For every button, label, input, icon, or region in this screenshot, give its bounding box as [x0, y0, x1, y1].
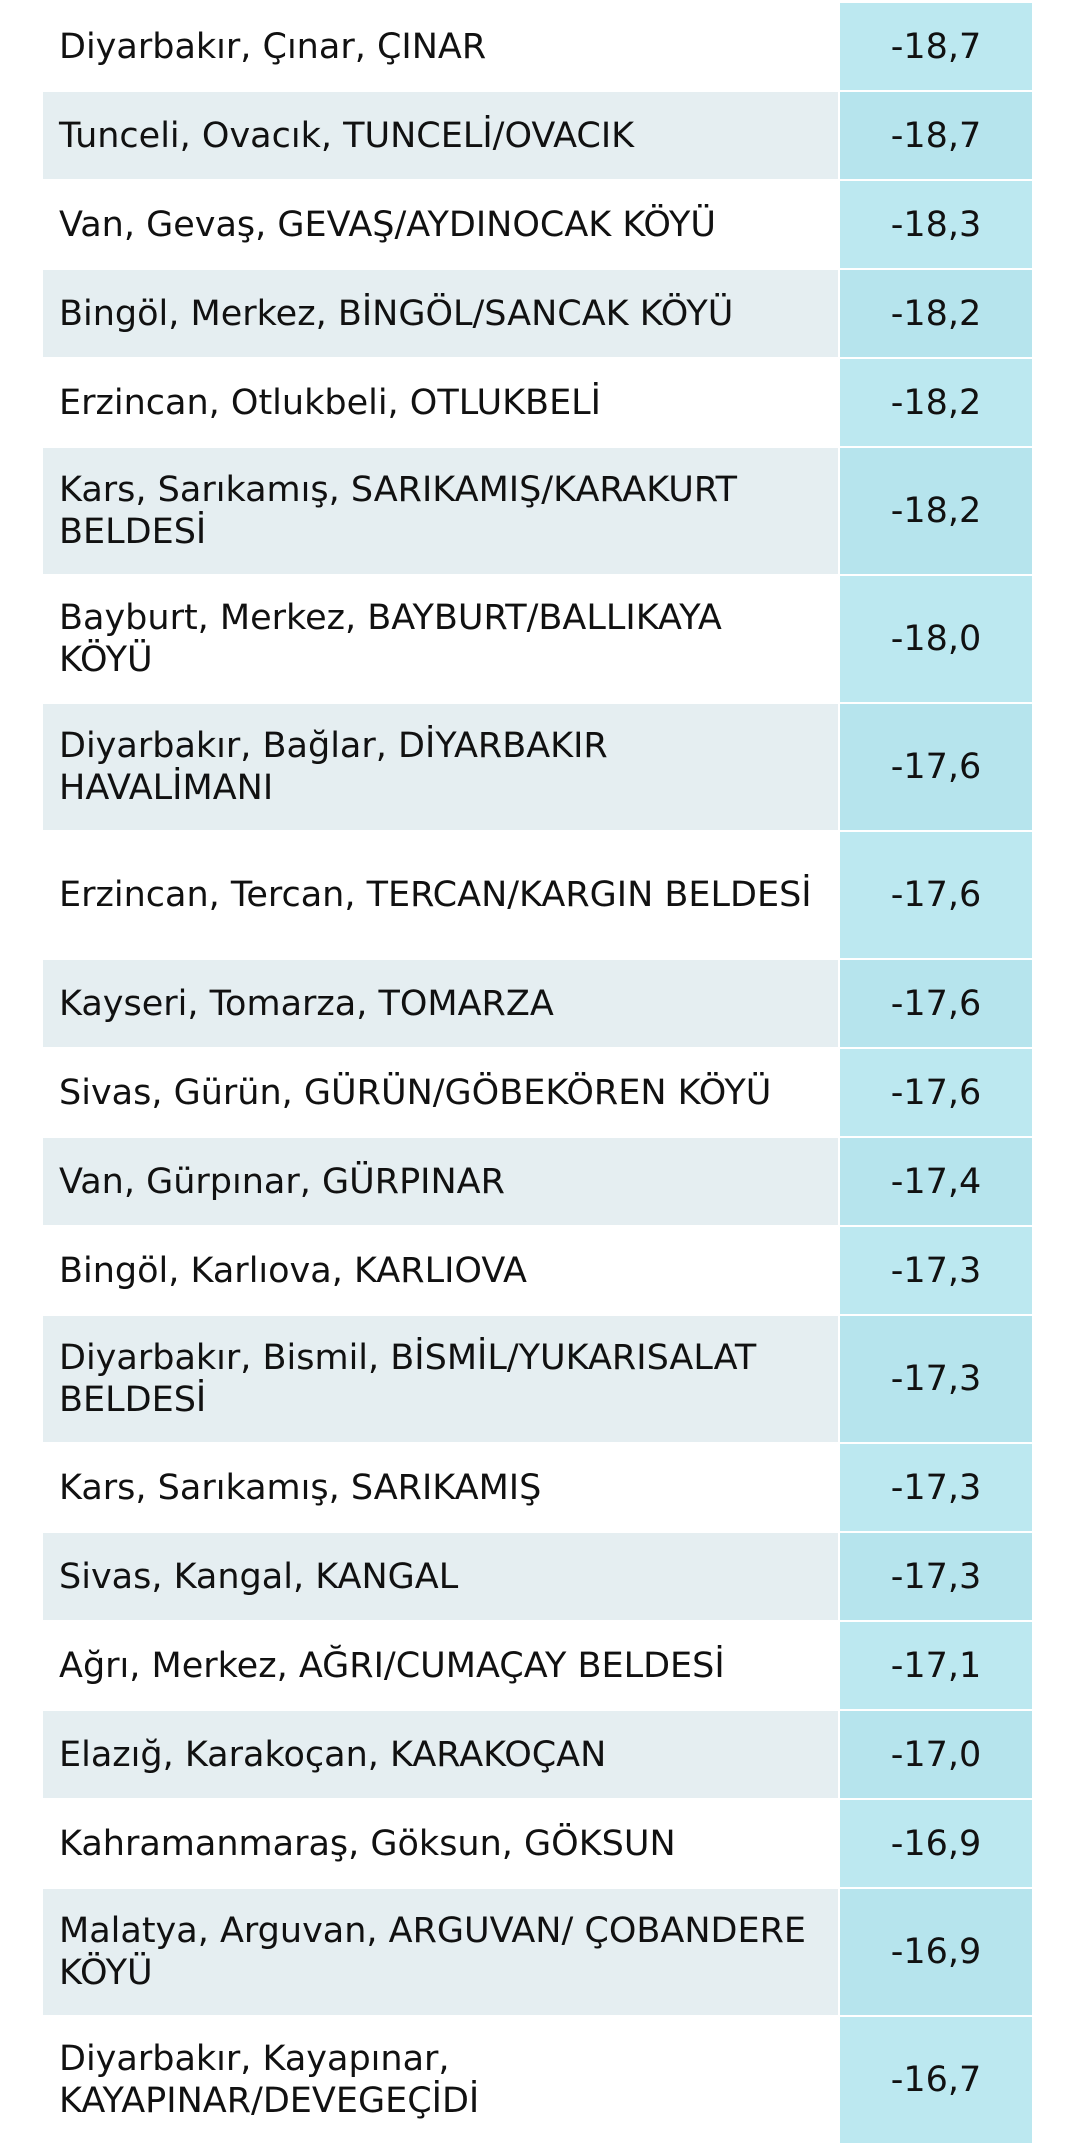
table-container: Diyarbakır, Çınar, ÇINAR -18,7 Tunceli, Ov…: [41, 1, 1034, 2145]
location-cell: Diyarbakır, Kayapınar, KAYAPINAR/DEVEGEÇ…: [41, 2015, 840, 2145]
temperature-cell: -17,6: [838, 958, 1034, 1049]
location-cell: Kayseri, Tomarza, TOMARZA: [41, 958, 840, 1049]
table-row: Kars, Sarıkamış, SARIKAMIŞ/KARAKURT BELD…: [41, 446, 1034, 576]
temperature-cell: -18,2: [838, 446, 1034, 576]
temperature-cell: -18,2: [838, 268, 1034, 359]
table-row: Sivas, Gürün, GÜRÜN/GÖBEKÖREN KÖYÜ -17,6: [41, 1047, 1034, 1138]
temperature-cell: -17,3: [838, 1531, 1034, 1622]
table-row: Diyarbakır, Kayapınar, KAYAPINAR/DEVEGEÇ…: [41, 2015, 1034, 2145]
location-cell: Van, Gevaş, GEVAŞ/AYDINOCAK KÖYÜ: [41, 179, 840, 270]
location-cell: Kahramanmaraş, Göksun, GÖKSUN: [41, 1798, 840, 1889]
temperature-cell: -17,3: [838, 1225, 1034, 1316]
location-cell: Erzincan, Otlukbeli, OTLUKBELİ: [41, 357, 840, 448]
location-cell: Erzincan, Tercan, TERCAN/KARGIN BELDESİ: [41, 830, 840, 960]
temperature-cell: -16,9: [838, 1887, 1034, 2017]
table-row: Bayburt, Merkez, BAYBURT/BALLIKAYA KÖYÜ -…: [41, 574, 1034, 704]
temperature-cell: -18,0: [838, 574, 1034, 704]
temperature-cell: -17,3: [838, 1314, 1034, 1444]
location-cell: Bingöl, Karlıova, KARLIOVA: [41, 1225, 840, 1316]
table-row: Diyarbakır, Bismil, BİSMİL/YUKARISALAT B…: [41, 1314, 1034, 1444]
table-row: Malatya, Arguvan, ARGUVAN/ ÇOBANDERE KÖY…: [41, 1887, 1034, 2017]
table-row: Ağrı, Merkez, AĞRI/CUMAÇAY BELDESİ -17,1: [41, 1620, 1034, 1711]
temperature-cell: -18,7: [838, 1, 1034, 92]
temperature-cell: -16,7: [838, 2015, 1034, 2145]
temperature-cell: -16,9: [838, 1798, 1034, 1889]
location-cell: Diyarbakır, Bağlar, DİYARBAKIR HAVALİMAN…: [41, 702, 840, 832]
temperature-cell: -17,4: [838, 1136, 1034, 1227]
table-row: Elazığ, Karakoçan, KARAKOÇAN -17,0: [41, 1709, 1034, 1800]
location-cell: Elazığ, Karakoçan, KARAKOÇAN: [41, 1709, 840, 1800]
location-cell: Malatya, Arguvan, ARGUVAN/ ÇOBANDERE KÖY…: [41, 1887, 840, 2017]
temperature-cell: -17,6: [838, 830, 1034, 960]
table-row: Diyarbakır, Çınar, ÇINAR -18,7: [41, 1, 1034, 92]
temperature-cell: -17,0: [838, 1709, 1034, 1800]
table-row: Erzincan, Tercan, TERCAN/KARGIN BELDESİ -…: [41, 830, 1034, 960]
temperature-cell: -18,7: [838, 90, 1034, 181]
location-cell: Kars, Sarıkamış, SARIKAMIŞ/KARAKURT BELD…: [41, 446, 840, 576]
table-row: Kayseri, Tomarza, TOMARZA -17,6: [41, 958, 1034, 1049]
location-cell: Kars, Sarıkamış, SARIKAMIŞ: [41, 1442, 840, 1533]
table-row: Kars, Sarıkamış, SARIKAMIŞ -17,3: [41, 1442, 1034, 1533]
location-cell: Van, Gürpınar, GÜRPINAR: [41, 1136, 840, 1227]
location-cell: Tunceli, Ovacık, TUNCELİ/OVACIK: [41, 90, 840, 181]
table-row: Erzincan, Otlukbeli, OTLUKBELİ -18,2: [41, 357, 1034, 448]
location-cell: Diyarbakır, Çınar, ÇINAR: [41, 1, 840, 92]
location-cell: Ağrı, Merkez, AĞRI/CUMAÇAY BELDESİ: [41, 1620, 840, 1711]
temperature-cell: -18,2: [838, 357, 1034, 448]
temperature-cell: -17,3: [838, 1442, 1034, 1533]
location-cell: Sivas, Kangal, KANGAL: [41, 1531, 840, 1622]
temperature-table: Diyarbakır, Çınar, ÇINAR -18,7 Tunceli, Ov…: [41, 1, 1034, 2145]
table-row: Van, Gürpınar, GÜRPINAR -17,4: [41, 1136, 1034, 1227]
location-cell: Bayburt, Merkez, BAYBURT/BALLIKAYA KÖYÜ: [41, 574, 840, 704]
temperature-cell: -17,6: [838, 702, 1034, 832]
temperature-cell: -17,6: [838, 1047, 1034, 1138]
table-row: Bingöl, Karlıova, KARLIOVA -17,3: [41, 1225, 1034, 1316]
table-row: Kahramanmaraş, Göksun, GÖKSUN -16,9: [41, 1798, 1034, 1889]
table-row: Bingöl, Merkez, BİNGÖL/SANCAK KÖYÜ -18,2: [41, 268, 1034, 359]
table-row: Sivas, Kangal, KANGAL -17,3: [41, 1531, 1034, 1622]
table-row: Diyarbakır, Bağlar, DİYARBAKIR HAVALİMAN…: [41, 702, 1034, 832]
table-row: Van, Gevaş, GEVAŞ/AYDINOCAK KÖYÜ -18,3: [41, 179, 1034, 270]
table-row: Tunceli, Ovacık, TUNCELİ/OVACIK -18,7: [41, 90, 1034, 181]
location-cell: Sivas, Gürün, GÜRÜN/GÖBEKÖREN KÖYÜ: [41, 1047, 840, 1138]
location-cell: Bingöl, Merkez, BİNGÖL/SANCAK KÖYÜ: [41, 268, 840, 359]
location-cell: Diyarbakır, Bismil, BİSMİL/YUKARISALAT B…: [41, 1314, 840, 1444]
temperature-cell: -17,1: [838, 1620, 1034, 1711]
temperature-cell: -18,3: [838, 179, 1034, 270]
table-body: Diyarbakır, Çınar, ÇINAR -18,7 Tunceli, Ov…: [41, 1, 1034, 2145]
